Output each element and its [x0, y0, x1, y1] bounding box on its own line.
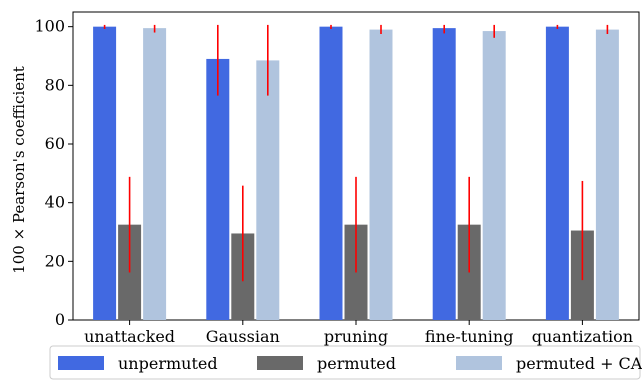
x-tick-label: Gaussian [206, 327, 280, 346]
legend-swatch [58, 356, 104, 370]
bar [143, 28, 167, 321]
y-tick-label: 20 [45, 251, 65, 270]
bar [93, 26, 117, 321]
y-tick-label: 60 [45, 134, 65, 153]
legend-label: unpermuted [118, 354, 218, 373]
bar [369, 29, 393, 320]
bar [206, 58, 230, 320]
x-tick-label: pruning [324, 327, 388, 346]
y-tick-label: 80 [45, 75, 65, 94]
legend-box [49, 345, 641, 380]
x-tick-label: fine-tuning [425, 327, 514, 346]
x-tick-label: quantization [532, 327, 633, 346]
bar [545, 26, 569, 321]
y-tick-label: 0 [55, 310, 65, 329]
x-tick-label: unattacked [84, 327, 175, 346]
y-axis-label: 100 × Pearson's coefficient [10, 66, 28, 274]
y-tick-label: 40 [45, 193, 65, 212]
x-axis: unattacked Gaussian pruning fine-tuning quan… [84, 320, 633, 346]
bar [319, 26, 343, 321]
legend-label: permuted [317, 354, 396, 373]
bar [595, 29, 619, 320]
legend-swatch [257, 356, 303, 370]
plot-area [72, 11, 640, 321]
y-axis: 0 20 40 60 80 100 [34, 17, 73, 329]
bar [432, 28, 456, 321]
legend: unpermuted permuted permuted + CA [49, 345, 642, 380]
legend-label: permuted + CA [516, 354, 642, 373]
legend-swatch [456, 356, 502, 370]
bar [256, 60, 280, 321]
bar [482, 31, 506, 321]
y-tick-label: 100 [34, 17, 65, 36]
